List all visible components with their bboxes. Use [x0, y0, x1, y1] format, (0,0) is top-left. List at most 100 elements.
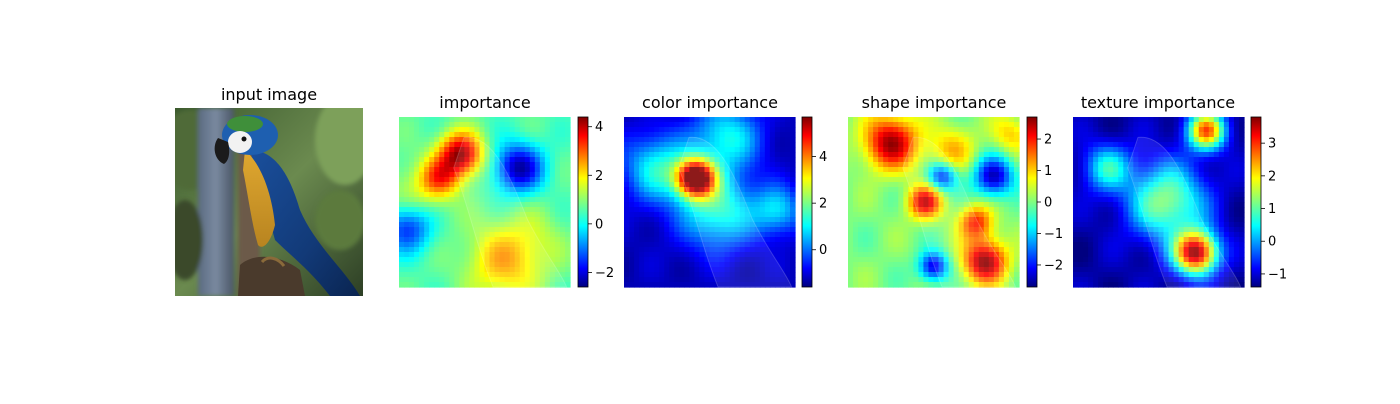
heatmap-cell [913, 147, 920, 153]
heatmap-cell [1143, 122, 1150, 128]
heatmap-cell [454, 212, 460, 218]
heatmap-cell [554, 162, 561, 168]
heatmap-cell [444, 127, 450, 133]
heatmap-cell [424, 262, 430, 268]
heatmap-cell [1223, 177, 1230, 183]
heatmap-cell [1188, 157, 1195, 163]
heatmap-cell [863, 197, 869, 203]
heatmap-cell [539, 147, 546, 153]
heatmap-cell [868, 212, 874, 218]
heatmap-cell [1098, 242, 1104, 248]
heatmap-cell [1003, 222, 1010, 228]
heatmap-cell [419, 192, 425, 198]
heatmap-cell [1218, 207, 1225, 213]
heatmap-cell [873, 237, 879, 243]
heatmap-cell [963, 232, 970, 238]
heatmap-cell [873, 257, 879, 263]
heatmap-cell [1123, 187, 1129, 193]
heatmap-cell [744, 282, 751, 288]
heatmap-cell [719, 252, 726, 258]
heatmap-cell [464, 197, 471, 203]
heatmap-cell [1088, 197, 1094, 203]
heatmap-cell [784, 252, 791, 258]
heatmap-cell [1098, 152, 1104, 158]
heatmap-cell [1103, 242, 1109, 248]
heatmap-cell [1213, 192, 1220, 198]
heatmap-cell [429, 237, 435, 243]
heatmap-cell [684, 267, 690, 273]
heatmap-cell [564, 122, 571, 128]
heatmap-cell [943, 202, 950, 208]
heatmap-cell [624, 167, 630, 173]
heatmap-cell [654, 152, 660, 158]
heatmap-cell [953, 177, 960, 183]
heatmap-cell [1118, 127, 1124, 133]
heatmap-cell [444, 162, 450, 168]
heatmap-cell [1233, 282, 1240, 288]
heatmap-cell [649, 232, 655, 238]
heatmap-cell [539, 247, 546, 253]
heatmap-cell [858, 222, 864, 228]
heatmap-cell [963, 202, 970, 208]
heatmap-cell [918, 277, 925, 283]
heatmap-cell [749, 192, 756, 198]
heatmap-cell [434, 157, 440, 163]
heatmap-cell [1213, 157, 1220, 163]
heatmap-cell [719, 212, 726, 218]
heatmap-cell [559, 147, 566, 153]
heatmap-cell [1238, 127, 1245, 133]
heatmap-cell [1183, 252, 1190, 258]
heatmap-cell [514, 162, 521, 168]
heatmap-cell [848, 237, 854, 243]
heatmap-cell [863, 162, 869, 168]
heatmap-cell [1173, 127, 1180, 133]
heatmap-cell [848, 207, 854, 213]
heatmap-cell [514, 177, 521, 183]
heatmap-cell [744, 237, 751, 243]
heatmap-cell [1223, 167, 1230, 173]
heatmap-cell [659, 117, 665, 123]
heatmap-cell [868, 127, 874, 133]
heatmap-cell [1218, 212, 1225, 218]
heatmap-cell [409, 167, 415, 173]
heatmap-cell [529, 212, 536, 218]
heatmap-cell [978, 132, 985, 138]
heatmap-cell [883, 132, 889, 138]
heatmap-cell [644, 167, 650, 173]
heatmap-cell [549, 257, 556, 263]
heatmap-cell [888, 202, 894, 208]
heatmap-cell [1088, 217, 1094, 223]
heatmap-cell [868, 227, 874, 233]
heatmap-cell [1218, 272, 1225, 278]
heatmap-cell [1078, 117, 1084, 123]
heatmap-cell [928, 272, 935, 278]
heatmap-cell [878, 247, 884, 253]
heatmap-cell [1128, 232, 1134, 238]
heatmap-cell [1218, 252, 1225, 258]
heatmap-cell [958, 222, 965, 228]
heatmap-cell [1173, 207, 1180, 213]
heatmap-cell [863, 212, 869, 218]
heatmap-cell [434, 237, 440, 243]
heatmap-cell [754, 162, 761, 168]
heatmap-cell [409, 217, 415, 223]
heatmap-cell [509, 127, 516, 133]
heatmap-cell [1208, 282, 1215, 288]
heatmap-cell [1138, 212, 1145, 218]
heatmap-cell [963, 272, 970, 278]
heatmap-cell [868, 202, 874, 208]
heatmap-cell [923, 232, 930, 238]
heatmap-cell [564, 157, 571, 163]
heatmap-cell [1143, 157, 1150, 163]
heatmap-cell [499, 237, 506, 243]
heatmap-cell [1233, 142, 1240, 148]
heatmap-cell [734, 137, 741, 143]
heatmap-cell [649, 127, 655, 133]
heatmap-cell [439, 277, 445, 283]
heatmap-cell [784, 147, 791, 153]
heatmap-cell [439, 132, 445, 138]
heatmap-cell [709, 187, 716, 193]
heatmap-cell [913, 282, 920, 288]
heatmap-cell [863, 252, 869, 258]
